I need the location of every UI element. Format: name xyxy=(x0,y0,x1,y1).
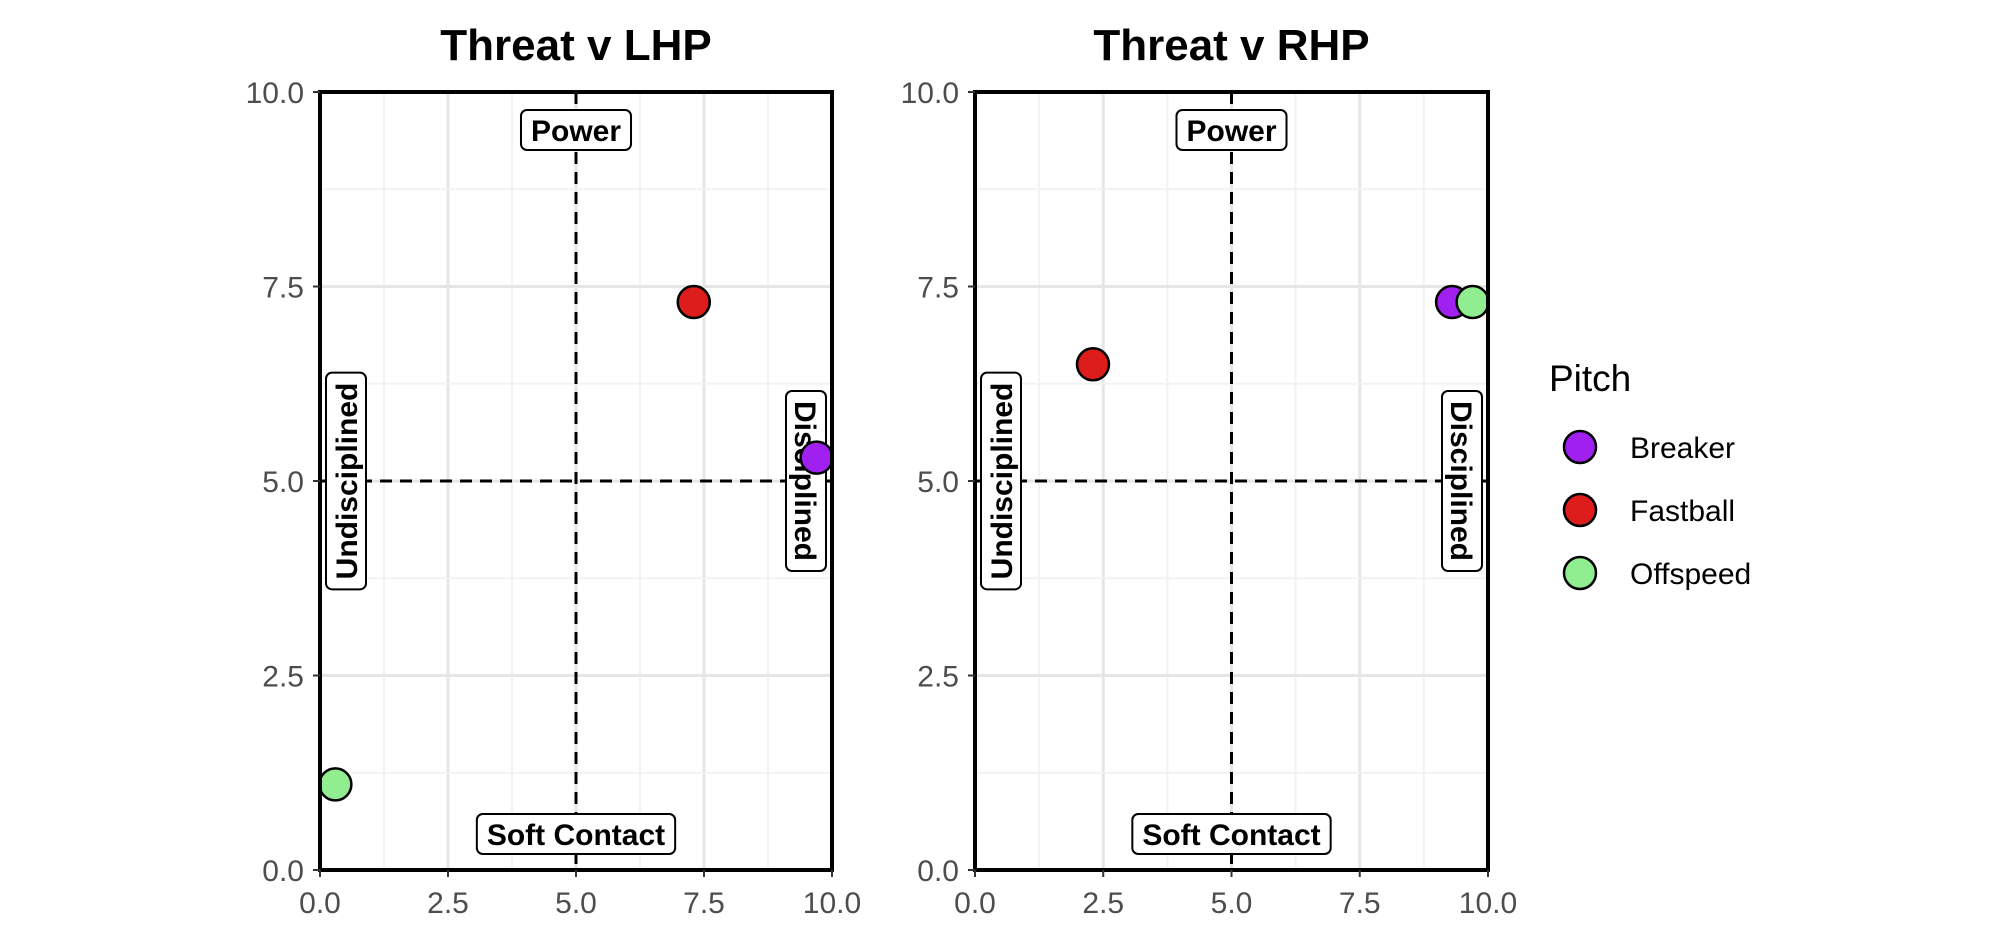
x-tick-label: 7.5 xyxy=(1339,887,1381,920)
quadrant-label-top-box xyxy=(1175,109,1288,151)
quadrant-label-left-text: Undisciplined xyxy=(331,383,364,580)
point-fastball xyxy=(676,284,712,320)
y-tick-label: 5.0 xyxy=(917,466,959,499)
quadrant-label-bottom: Soft Contact xyxy=(1131,813,1332,855)
point-offspeed xyxy=(1455,284,1490,320)
x-tick-label: 2.5 xyxy=(427,887,469,920)
quadrant-label-bottom: Soft Contact xyxy=(475,813,677,855)
y-tick-label: 0.0 xyxy=(262,855,304,888)
x-tick-label: 5.0 xyxy=(1211,887,1253,920)
legend-title: Pitch xyxy=(1549,358,1631,399)
legend-label-offspeed: Offspeed xyxy=(1630,558,1751,591)
x-tick-label: 10.0 xyxy=(1459,887,1517,920)
panel-title: Threat v RHP xyxy=(1093,21,1369,70)
chart-panel-2: Power Soft Contact Undisciplined Discipline… xyxy=(901,21,1518,920)
point-fastball xyxy=(1075,347,1111,382)
quadrant-label-top-text: Power xyxy=(531,115,621,148)
quadrant-label-right-text: Disciplined xyxy=(1444,401,1477,561)
legend-key-fastball xyxy=(1562,492,1598,528)
data-points xyxy=(318,284,834,802)
legend-label-fastball: Fastball xyxy=(1630,495,1735,528)
quadrant-label-top: Power xyxy=(519,109,633,151)
x-tick-label: 5.0 xyxy=(555,887,597,920)
x-tick-label: 2.5 xyxy=(1082,887,1124,920)
quadrant-label-left: Undisciplined xyxy=(325,371,367,591)
legend: Pitch Breaker Fastball Offspeed xyxy=(1549,358,1751,591)
point-breaker xyxy=(799,440,834,475)
quadrant-label-bottom-text: Soft Contact xyxy=(487,819,665,852)
quadrant-label-right: Disciplined xyxy=(1441,389,1483,573)
legend-key-breaker xyxy=(1562,429,1598,465)
quadrant-label-left-box xyxy=(325,371,367,591)
quadrant-label-left: Undisciplined xyxy=(980,371,1022,591)
y-tick-label: 2.5 xyxy=(262,661,304,694)
x-tick-label: 0.0 xyxy=(299,887,341,920)
quadrant-label-top-box xyxy=(519,109,633,151)
y-tick-label: 5.0 xyxy=(262,466,304,499)
chart-panel-1: Power Soft Contact Undisciplined Discipline… xyxy=(246,21,862,920)
data-points xyxy=(1075,284,1490,382)
quadrant-label-right-box xyxy=(1441,389,1483,573)
x-tick-label: 0.0 xyxy=(954,887,996,920)
quadrant-label-top-text: Power xyxy=(1186,115,1276,148)
quadrant-label-bottom-box xyxy=(475,813,677,855)
axis-ticks: 0.0 2.5 5.0 7.5 10.0 0.0 2.5 5.0 7.5 10.0 xyxy=(246,77,862,920)
quadrant-label-right-box xyxy=(785,389,827,573)
legend-label-breaker: Breaker xyxy=(1630,432,1735,465)
quadrant-label-top: Power xyxy=(1175,109,1288,151)
y-tick-label: 10.0 xyxy=(246,77,304,110)
quadrant-label-left-text: Undisciplined xyxy=(986,383,1019,580)
y-tick-label: 10.0 xyxy=(901,77,959,110)
x-tick-label: 7.5 xyxy=(683,887,725,920)
y-tick-label: 7.5 xyxy=(917,272,959,305)
quadrant-label-left-box xyxy=(980,371,1022,591)
y-tick-label: 0.0 xyxy=(917,855,959,888)
quadrant-label-bottom-box xyxy=(1131,813,1332,855)
axis-ticks: 0.0 2.5 5.0 7.5 10.0 0.0 2.5 5.0 7.5 10.0 xyxy=(901,77,1518,920)
quadrant-label-right-text: Disciplined xyxy=(788,401,821,561)
legend-key-offspeed xyxy=(1562,555,1598,591)
quadrant-label-bottom-text: Soft Contact xyxy=(1142,819,1320,852)
quadrant-label-right: Disciplined xyxy=(785,389,827,573)
x-tick-label: 10.0 xyxy=(803,887,861,920)
panel-title: Threat v LHP xyxy=(440,21,711,70)
point-offspeed xyxy=(318,767,353,802)
y-tick-label: 7.5 xyxy=(262,272,304,305)
y-tick-label: 2.5 xyxy=(917,661,959,694)
